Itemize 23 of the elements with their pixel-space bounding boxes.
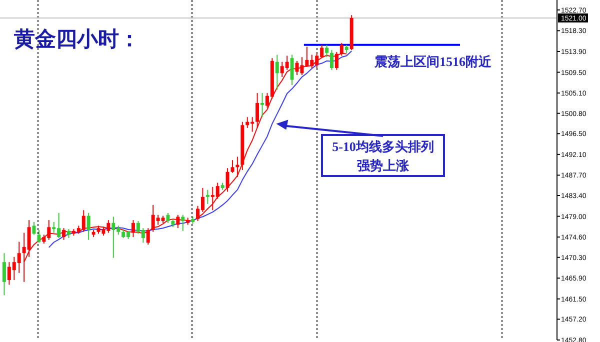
ref-line-label: 震荡上区间1516附近 xyxy=(374,54,492,69)
candlestick xyxy=(290,54,294,86)
candlestick xyxy=(132,220,135,238)
annotation: 5-10均线多头排列 xyxy=(332,139,434,154)
candlestick xyxy=(2,252,6,296)
candlestick xyxy=(181,214,185,232)
candlestick xyxy=(330,50,334,70)
candlestick xyxy=(86,212,90,240)
candlestick xyxy=(275,54,279,90)
candlestick xyxy=(146,228,150,246)
candlestick xyxy=(226,168,230,192)
candlestick xyxy=(62,228,66,240)
candlestick xyxy=(325,44,329,58)
text: 强势上涨 xyxy=(357,158,410,173)
candlestick xyxy=(256,92,260,128)
candlestick xyxy=(37,229,41,244)
candlestick xyxy=(166,212,170,224)
candlestick xyxy=(206,189,210,204)
candlestick xyxy=(230,160,234,174)
candlestick xyxy=(176,214,180,229)
candlestick xyxy=(260,92,264,118)
candlestick xyxy=(32,221,36,236)
text: 黄金四小时： xyxy=(13,27,140,51)
